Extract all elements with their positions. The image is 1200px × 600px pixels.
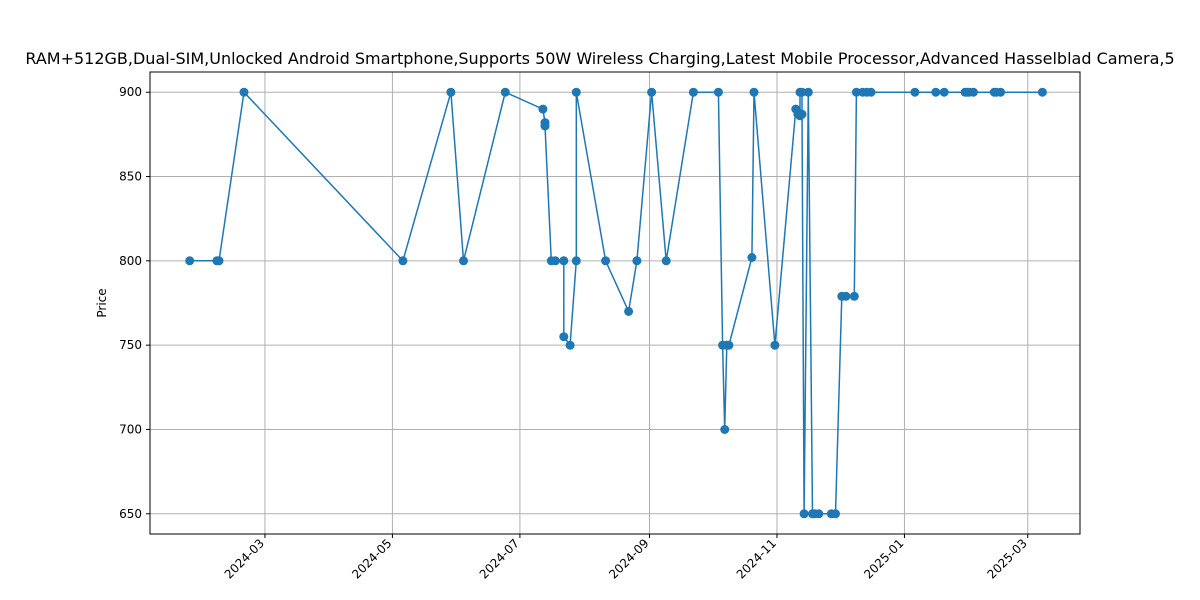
x-tick-label: 2024-09 bbox=[606, 536, 651, 581]
data-point bbox=[968, 87, 978, 97]
data-point bbox=[803, 87, 813, 97]
data-point bbox=[661, 256, 671, 266]
data-point bbox=[446, 87, 456, 97]
x-tick-label: 2024-03 bbox=[222, 536, 267, 581]
data-point bbox=[647, 87, 657, 97]
data-point bbox=[996, 87, 1006, 97]
data-point bbox=[939, 87, 949, 97]
data-point bbox=[559, 256, 569, 266]
data-point bbox=[632, 256, 642, 266]
data-point bbox=[797, 87, 807, 97]
x-tick-label: 2024-07 bbox=[477, 536, 522, 581]
y-tick-label: 750 bbox=[119, 338, 142, 352]
data-point bbox=[749, 87, 759, 97]
data-point bbox=[565, 340, 575, 350]
data-point bbox=[571, 256, 581, 266]
data-point bbox=[688, 87, 698, 97]
y-axis: 650 700 750 800 850 900 bbox=[119, 85, 150, 521]
data-point bbox=[866, 87, 876, 97]
data-point bbox=[720, 425, 730, 434]
y-tick-label: 650 bbox=[119, 507, 142, 521]
data-point bbox=[841, 291, 851, 301]
data-point bbox=[185, 256, 195, 266]
x-tick-label: 2024-11 bbox=[734, 536, 779, 581]
price-series bbox=[185, 87, 1047, 519]
data-point bbox=[851, 87, 861, 97]
plot-frame bbox=[149, 71, 1081, 535]
data-point bbox=[550, 256, 560, 266]
data-point bbox=[459, 256, 468, 266]
data-point bbox=[799, 509, 809, 519]
y-tick-label: 700 bbox=[119, 422, 142, 436]
x-tick-label: 2025-01 bbox=[861, 536, 906, 581]
y-tick-label: 850 bbox=[119, 170, 142, 184]
data-point bbox=[398, 256, 408, 266]
data-point bbox=[214, 256, 224, 266]
data-point bbox=[797, 109, 807, 119]
data-point bbox=[831, 509, 840, 519]
data-point bbox=[910, 87, 920, 97]
data-point bbox=[538, 104, 548, 114]
data-point bbox=[814, 509, 824, 519]
data-point bbox=[601, 256, 611, 266]
data-point bbox=[540, 121, 550, 131]
data-point bbox=[1037, 87, 1047, 97]
y-tick-label: 800 bbox=[119, 254, 142, 268]
data-point bbox=[931, 87, 941, 97]
chart-title: RAM+512GB,Dual-SIM,Unlocked Android Smar… bbox=[25, 49, 1174, 68]
data-point bbox=[500, 87, 510, 97]
data-point bbox=[849, 291, 859, 301]
data-point bbox=[713, 87, 723, 97]
y-axis-label: Price bbox=[95, 288, 109, 317]
x-tick-label: 2025-03 bbox=[985, 536, 1030, 581]
data-point bbox=[624, 306, 634, 316]
series-line bbox=[189, 90, 1043, 515]
data-point bbox=[571, 87, 581, 97]
y-tick-label: 900 bbox=[119, 85, 142, 99]
data-point bbox=[559, 332, 569, 342]
data-point bbox=[239, 87, 249, 97]
x-tick-label: 2024-05 bbox=[349, 536, 394, 581]
x-axis: 2024-03 2024-05 2024-07 2024-09 2024-11 2025-… bbox=[222, 534, 1030, 582]
data-point bbox=[724, 340, 734, 350]
data-point bbox=[770, 340, 780, 350]
data-point bbox=[747, 253, 757, 262]
